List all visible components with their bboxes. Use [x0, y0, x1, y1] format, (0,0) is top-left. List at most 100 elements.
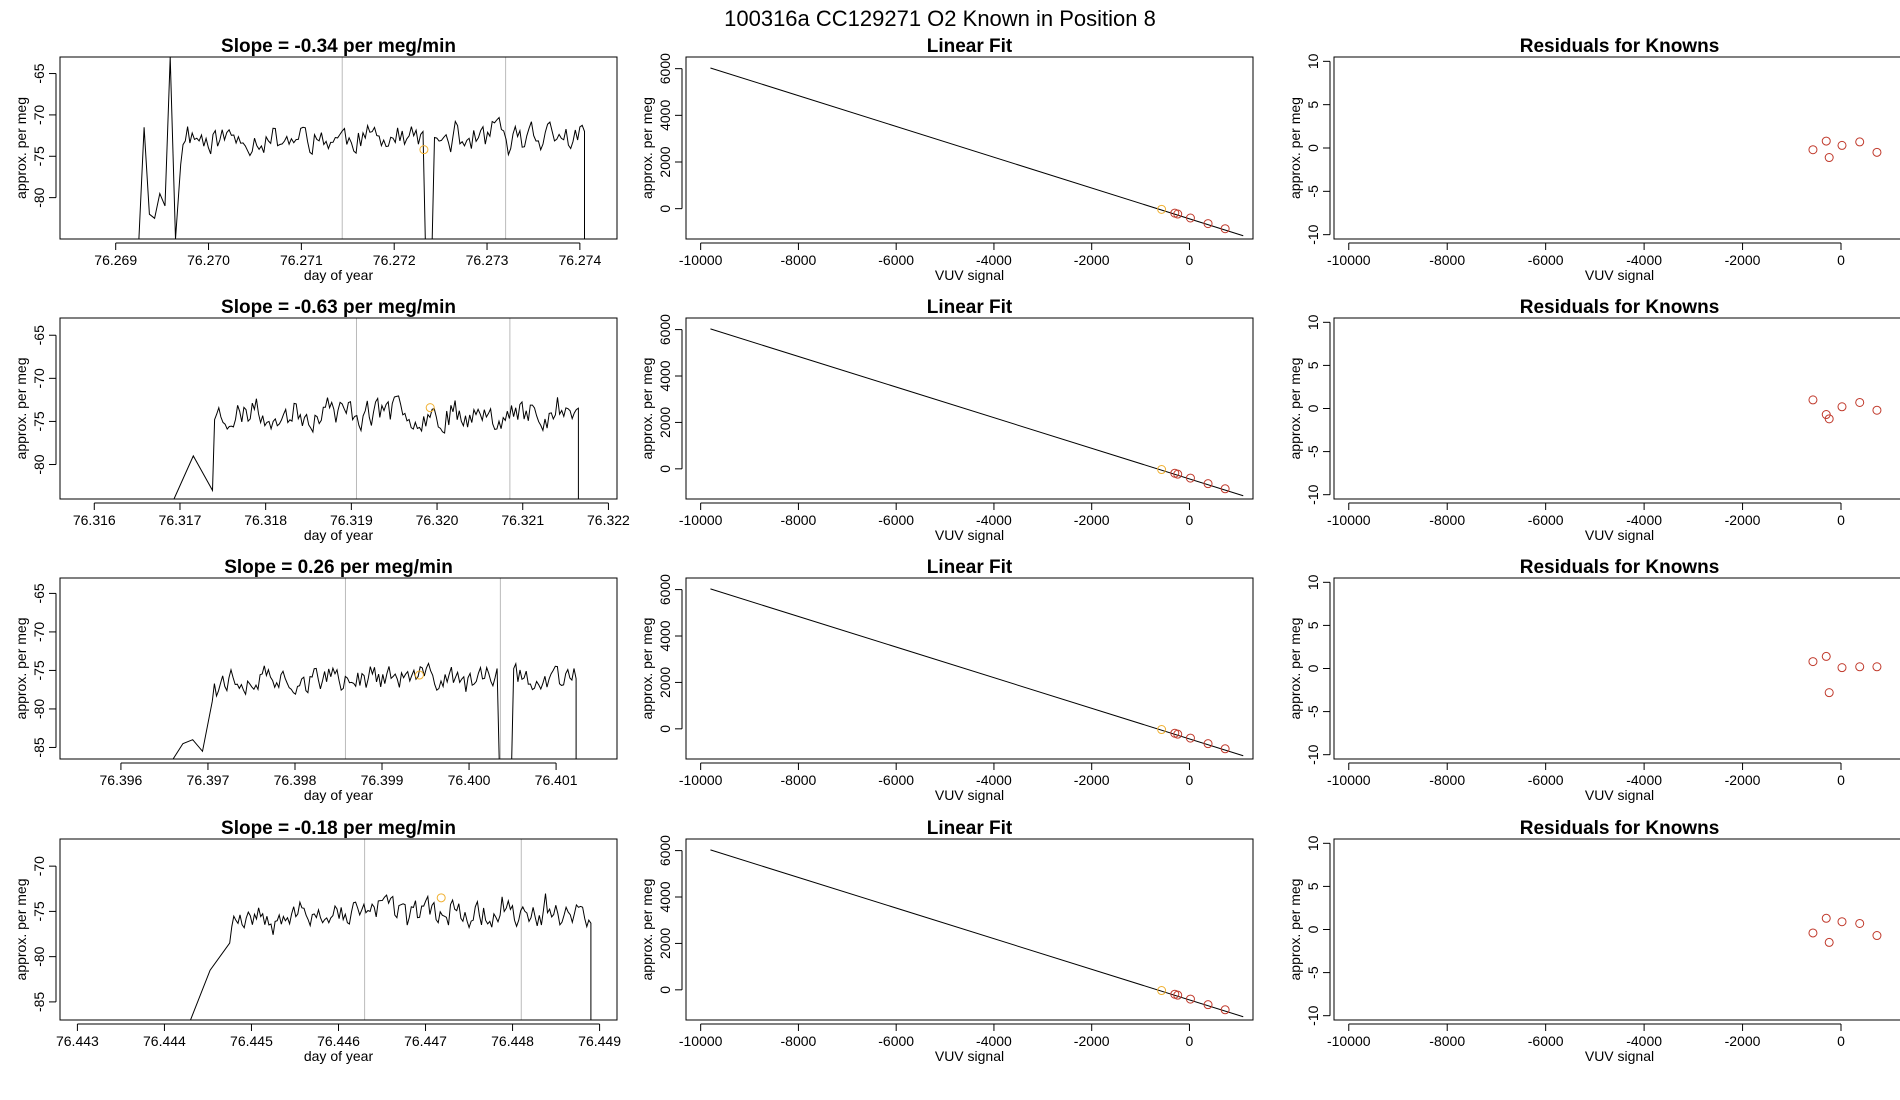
y-axis-label: approx. per meg: [1287, 618, 1303, 720]
y-tick-label: -65: [31, 63, 47, 83]
residual-point: [1821, 913, 1831, 923]
y-tick-label: -80: [31, 187, 47, 207]
x-tick-label: -4000: [1626, 252, 1662, 268]
residual-point: [1872, 931, 1882, 941]
x-axis-label: VUV signal: [1585, 787, 1654, 803]
x-tick-label: 76.445: [230, 1033, 273, 1049]
unknown-point: [1157, 465, 1167, 475]
x-tick-label: -2000: [1074, 512, 1110, 528]
fit-line: [710, 67, 1244, 237]
x-tick-label: -6000: [1528, 252, 1564, 268]
x-tick-label: -2000: [1074, 1033, 1110, 1049]
panel-title: Linear Fit: [927, 557, 1013, 578]
y-tick-label: -65: [31, 583, 47, 603]
plot-area: [1808, 136, 1882, 163]
x-tick-label: 76.443: [56, 1033, 99, 1049]
y-tick-label: -5: [1305, 445, 1321, 458]
y-tick-label: -5: [1305, 966, 1321, 979]
residual-point: [1824, 153, 1834, 163]
x-tick-label: 76.317: [159, 512, 202, 528]
x-tick-label: 76.448: [491, 1033, 534, 1049]
plot-frame: [685, 577, 1254, 760]
known-point: [1185, 994, 1195, 1004]
known-point: [1185, 213, 1195, 223]
residual-point: [1824, 688, 1834, 698]
x-axis-label: day of year: [304, 1048, 374, 1064]
x-tick-label: 76.449: [578, 1033, 621, 1049]
panel-title: Slope = -0.18 per meg/min: [221, 818, 456, 839]
panel-residuals-row3: Residuals for Knowns -10000 -8000 -6000 -400…: [1287, 557, 1900, 803]
x-tick-label: -8000: [1429, 772, 1465, 788]
y-axis-label: approx. per meg: [639, 358, 655, 460]
y-tick-label: -85: [31, 737, 47, 757]
plot-frame: [685, 838, 1254, 1021]
y-tick-label: -10: [1305, 224, 1321, 244]
residual-point: [1808, 395, 1818, 405]
x-axis-label: day of year: [304, 527, 374, 543]
residual-point: [1837, 663, 1847, 673]
panel-residuals-row1: Residuals for Knowns -10000 -8000 -6000 -400…: [1287, 36, 1900, 283]
y-axis-label: approx. per meg: [13, 879, 29, 981]
panel-time-series-row1: Slope = -0.34 per meg/min 76.269 76.270 76.…: [13, 36, 618, 283]
x-tick-label: 76.274: [558, 252, 601, 268]
x-axis-label: VUV signal: [935, 267, 1004, 283]
plot-area: [1808, 651, 1882, 698]
panel-title: Linear Fit: [927, 297, 1013, 318]
y-tick-label: 0: [1305, 664, 1321, 672]
y-axis-label: approx. per meg: [1287, 97, 1303, 199]
residual-point: [1808, 928, 1818, 938]
x-tick-label: -10000: [1327, 772, 1371, 788]
x-tick-label: 76.269: [94, 252, 137, 268]
y-axis-label: approx. per meg: [1287, 879, 1303, 981]
x-tick-label: 76.401: [535, 772, 578, 788]
y-tick-label: -75: [31, 660, 47, 680]
x-tick-label: -2000: [1725, 252, 1761, 268]
y-tick-label: -75: [31, 146, 47, 166]
y-tick-label: 10: [1305, 53, 1321, 69]
x-axis-label: VUV signal: [935, 787, 1004, 803]
fit-line: [710, 328, 1244, 497]
x-tick-label: -2000: [1074, 772, 1110, 788]
x-tick-label: 76.318: [244, 512, 287, 528]
series-trace: [138, 57, 585, 239]
x-tick-label: -4000: [1626, 512, 1662, 528]
x-tick-label: 76.444: [143, 1033, 186, 1049]
x-tick-label: -2000: [1725, 772, 1761, 788]
plot-area: [710, 67, 1244, 237]
x-tick-label: -6000: [878, 1033, 914, 1049]
residual-point: [1808, 145, 1818, 155]
x-tick-label: 76.272: [373, 252, 416, 268]
panel-residuals-row4: Residuals for Knowns -10000 -8000 -6000 -400…: [1287, 818, 1900, 1064]
panel-linear-fit-row4: Linear Fit -10000 -8000 -6000 -4000 -2000 0 VUV…: [639, 818, 1254, 1064]
plot-area: [172, 661, 577, 759]
known-point: [1220, 744, 1230, 754]
x-axis-label: day of year: [304, 787, 374, 803]
panel-title: Slope = -0.34 per meg/min: [221, 36, 456, 57]
y-tick-label: 4000: [657, 360, 673, 391]
y-tick-label: 6000: [657, 835, 673, 866]
unknown-marker: [425, 403, 435, 413]
y-tick-label: -80: [31, 699, 47, 719]
y-tick-label: 6000: [657, 53, 673, 84]
series-trace: [190, 893, 592, 1020]
plot-area: [710, 328, 1244, 497]
x-tick-label: 76.399: [361, 772, 404, 788]
x-tick-label: 76.446: [317, 1033, 360, 1049]
x-axis-label: VUV signal: [1585, 267, 1654, 283]
x-tick-label: 76.271: [280, 252, 323, 268]
x-tick-label: 76.400: [448, 772, 491, 788]
x-tick-label: -8000: [781, 1033, 817, 1049]
x-tick-label: -10000: [679, 772, 723, 788]
y-tick-label: 5: [1305, 621, 1321, 629]
y-tick-label: 5: [1305, 882, 1321, 890]
residual-point: [1821, 136, 1831, 146]
x-tick-label: 76.273: [466, 252, 509, 268]
x-axis-label: VUV signal: [1585, 1048, 1654, 1064]
x-tick-label: -4000: [976, 772, 1012, 788]
x-tick-label: -8000: [1429, 512, 1465, 528]
known-point: [1203, 479, 1213, 489]
y-tick-label: 4000: [657, 881, 673, 912]
x-tick-label: -4000: [976, 252, 1012, 268]
plot-frame: [1333, 838, 1900, 1021]
x-tick-label: 76.321: [501, 512, 544, 528]
